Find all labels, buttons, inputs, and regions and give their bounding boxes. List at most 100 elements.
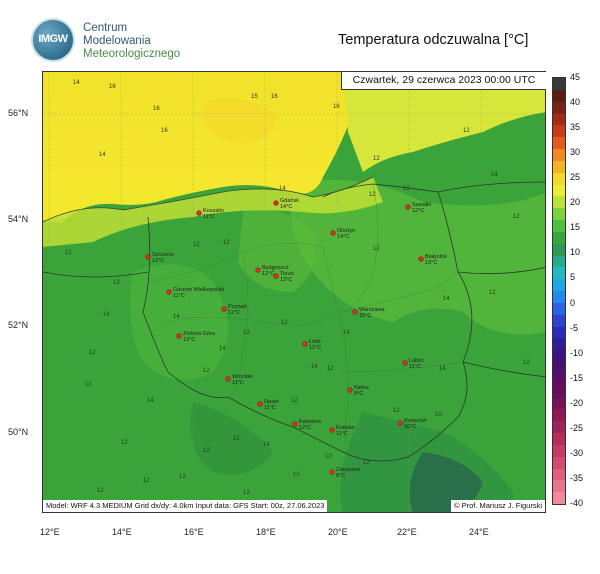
isoline-label: 12: [327, 366, 334, 372]
city-temp: 11°C: [409, 364, 421, 370]
city-dot: [177, 334, 182, 339]
isoline-label: 12: [293, 472, 300, 478]
colorbar-segment: [553, 161, 565, 173]
colorbar-tick: 15: [570, 222, 580, 232]
map-title: Temperatura odczuwalna [°C]: [338, 32, 528, 48]
city-temp: 11°C: [173, 293, 185, 299]
isoline-label: 14: [99, 152, 106, 158]
colorbar-segment: [553, 327, 565, 339]
city-dot: [258, 402, 263, 407]
isoline-label: 12: [97, 488, 104, 494]
isoline-label: 12: [363, 460, 370, 466]
colorbar-tick: -15: [570, 373, 583, 383]
temperature-colorbar: [552, 77, 566, 505]
colorbar-tick: 25: [570, 172, 580, 182]
lat-label-54: 54°N: [8, 214, 28, 224]
isoline-label: 12: [233, 436, 240, 442]
city-temp: 11°C: [232, 380, 244, 386]
colorbar-segment: [553, 185, 565, 197]
colorbar-segment: [553, 386, 565, 398]
colorbar-tick: 35: [570, 122, 580, 132]
colorbar-tick: 0: [570, 298, 575, 308]
isoline-label: 12: [143, 478, 150, 484]
isoline-label: 16: [109, 84, 116, 90]
city-temp: 13°C: [183, 337, 195, 343]
colorbar-segment: [553, 196, 565, 208]
city-temp: 13°C: [280, 277, 292, 283]
city-temp: 15°C: [359, 313, 371, 319]
colorbar-tick: 5: [570, 272, 575, 282]
city-dot: [226, 377, 231, 382]
colorbar-segment: [553, 173, 565, 185]
colorbar-tick: -35: [570, 473, 583, 483]
copyright: © Prof. Mariusz J. Figurski: [451, 500, 545, 512]
isoline-label: 14: [219, 346, 226, 352]
city-temp: 14°C: [280, 204, 292, 210]
isoline-label: 12: [513, 214, 520, 220]
colorbar-tick: 45: [570, 72, 580, 82]
isoline-label: 14: [173, 314, 180, 320]
lat-label-56: 56°N: [8, 108, 28, 118]
city-temp: 11°C: [228, 310, 240, 316]
city-dot: [419, 257, 424, 262]
isoline-label: 12: [523, 360, 530, 366]
isoline-label: 12: [223, 240, 230, 246]
colorbar-segment: [553, 208, 565, 220]
colorbar-tick: 20: [570, 197, 580, 207]
colorbar-segment: [553, 279, 565, 291]
city-temp: 12°C: [262, 271, 274, 277]
city-temp: 10°C: [404, 424, 416, 430]
city-temp: 13°C: [425, 260, 437, 266]
city-dot: [330, 428, 335, 433]
colorbar-tick: -25: [570, 423, 583, 433]
lon-label-24: 24°E: [469, 527, 489, 537]
imgw-logo: IMGW: [31, 18, 75, 62]
forecast-date: Czwartek, 29 czerwca 2023 00:00 UTC: [341, 72, 546, 90]
colorbar-segment: [553, 362, 565, 374]
colorbar-segment: [553, 232, 565, 244]
lat-label-52: 52°N: [8, 320, 28, 330]
city-temp: 11°C: [336, 431, 348, 437]
isoline-label: 12: [243, 330, 250, 336]
colorbar-tick: 30: [570, 147, 580, 157]
isoline-label: 16: [333, 104, 340, 110]
city-temp: 9°C: [354, 391, 363, 397]
isoline-label: 14: [443, 296, 450, 302]
isoline-label: 14: [439, 366, 446, 372]
city-temp: 8°C: [336, 473, 345, 479]
lon-label-22: 22°E: [397, 527, 417, 537]
colorbar-segment: [553, 315, 565, 327]
colorbar-segment: [553, 433, 565, 445]
temperature-map: 16 16 15 16 16 16 14 14 12 14 13 12 12 14 12 12 14 12 12 14…: [42, 71, 546, 513]
colorbar-segment: [553, 149, 565, 161]
city-dot: [348, 388, 353, 393]
colorbar-segment: [553, 90, 565, 102]
city-dot: [403, 361, 408, 366]
isoline-label: 16: [153, 106, 160, 112]
colorbar-segment: [553, 125, 565, 137]
colorbar-tick: -5: [570, 323, 578, 333]
colorbar-segment: [553, 480, 565, 492]
isoline-label: 12: [89, 350, 96, 356]
city-dot: [331, 231, 336, 236]
isoline-label: 14: [491, 172, 498, 178]
isoline-label: 16: [161, 128, 168, 134]
isoline-label: 12: [373, 156, 380, 162]
isoline-label: 12: [65, 250, 72, 256]
city-dot: [303, 342, 308, 347]
lon-label-18: 18°E: [256, 527, 276, 537]
city-dot: [293, 422, 298, 427]
colorbar-segment: [553, 350, 565, 362]
isoline-label: 14: [343, 330, 350, 336]
organization-name: Centrum Modelowania Meteorologicznego: [83, 22, 180, 61]
logo-text: IMGW: [33, 33, 73, 45]
colorbar-tick: 40: [570, 97, 580, 107]
colorbar-segment: [553, 267, 565, 279]
org-line-3: Meteorologicznego: [83, 48, 180, 61]
isoline-label: 12: [403, 186, 410, 192]
isoline-label: 12: [121, 440, 128, 446]
isoline-label: 12: [291, 398, 298, 404]
colorbar-tick: -40: [570, 498, 583, 508]
isoline-label: 12: [281, 320, 288, 326]
isoline-label: 12: [373, 246, 380, 252]
